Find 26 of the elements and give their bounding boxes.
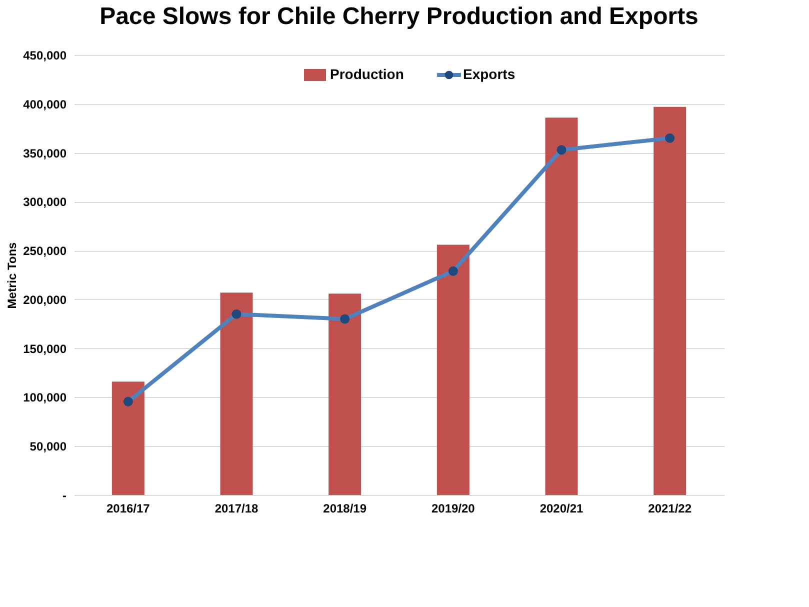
- y-axis-title: Metric Tons: [5, 242, 20, 309]
- x-tick-label: 2021/22: [648, 502, 692, 516]
- bar: [545, 118, 578, 495]
- bar: [654, 106, 686, 495]
- y-tick-label: 50,000: [30, 440, 67, 454]
- y-tick-label: 300,000: [23, 195, 67, 210]
- x-tick-label: 2016/17: [106, 502, 150, 516]
- x-tick-label: 2020/21: [540, 502, 584, 516]
- x-tick-label: 2019/20: [431, 502, 476, 516]
- y-tick-label: 200,000: [23, 292, 67, 307]
- y-tick-label: 450,000: [23, 48, 67, 62]
- bar: [436, 244, 470, 495]
- legend-label: Production: [330, 66, 404, 82]
- y-tick-label: 350,000: [23, 146, 67, 160]
- y-tick-label: -: [62, 488, 66, 502]
- y-tick-label: 400,000: [23, 97, 67, 112]
- bar: [112, 382, 144, 495]
- y-tick-label: 100,000: [23, 390, 67, 405]
- chart-title: Pace Slows for Chile Cherry Production and Exports: [100, 3, 698, 30]
- y-tick-label: 250,000: [23, 244, 67, 258]
- x-tick-label: 2017/18: [214, 502, 259, 516]
- y-tick-label: 150,000: [23, 342, 67, 356]
- x-tick-label: 2018/19: [323, 502, 367, 516]
- legend-label: Exports: [463, 66, 516, 82]
- bar: [328, 294, 362, 495]
- bar: [220, 292, 253, 495]
